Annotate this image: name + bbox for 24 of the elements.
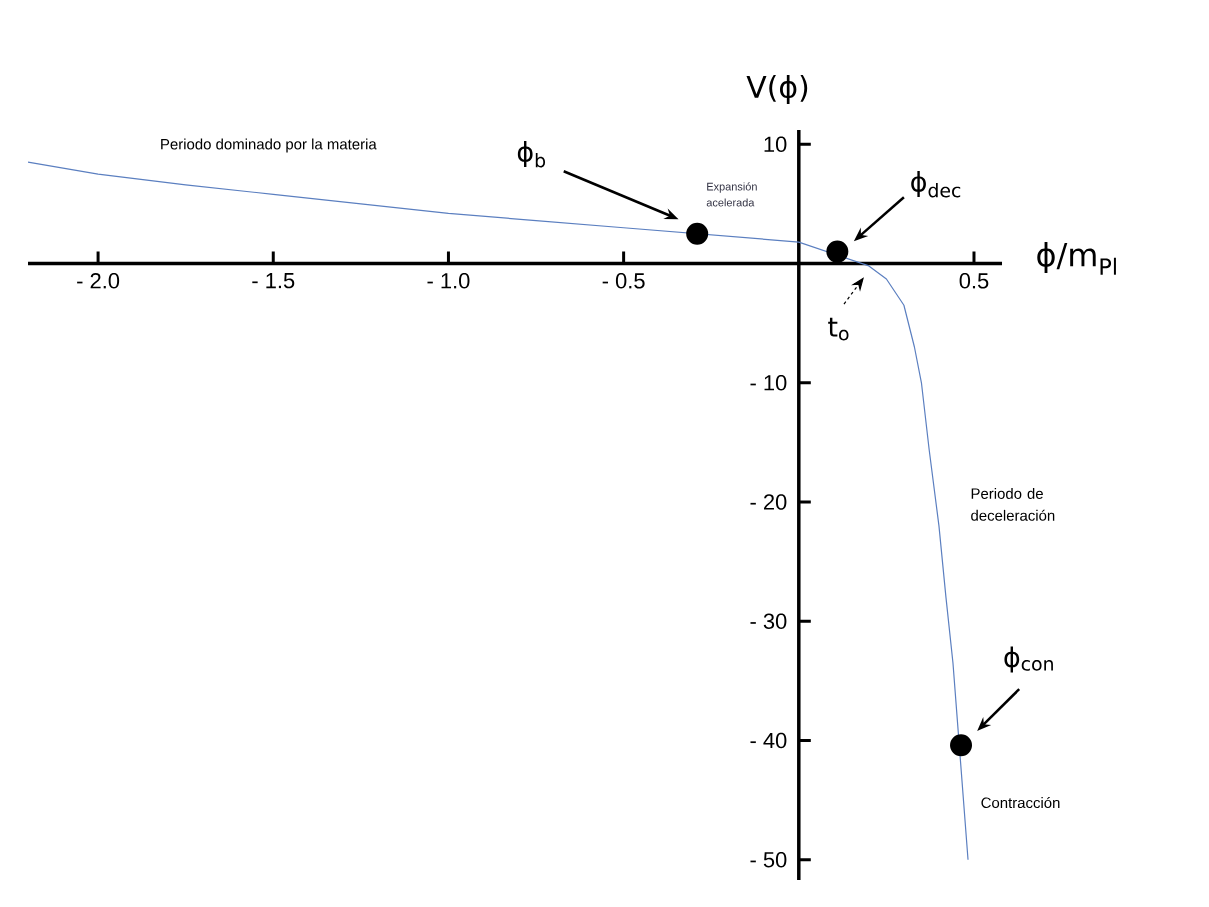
y-tick-label: - 10	[750, 375, 787, 391]
y-axis-title: V(ϕ)	[746, 75, 808, 104]
point	[950, 734, 973, 757]
y-tick-label: - 40	[750, 732, 787, 749]
text: ϕ$_{con}$	[1004, 646, 1053, 673]
annotation: ϕ$_{dec}$	[911, 171, 961, 198]
point	[686, 222, 709, 245]
x-tick-label: - 0.5	[602, 273, 645, 289]
annotation: Periodo de deceleración	[971, 487, 1055, 521]
annotation: t$_{o}$	[828, 317, 849, 341]
x-tick-label: - 1.0	[427, 273, 470, 289]
annotation: Expansión acelerada	[706, 182, 757, 207]
x-tick-label: 0.5	[959, 273, 989, 289]
annotation: Periodo dominado por la materia	[161, 138, 377, 153]
annotation: ϕ$_{b}$	[517, 141, 546, 168]
y-tick-label: - 30	[750, 613, 787, 629]
x-tick-label: - 2.0	[77, 273, 120, 289]
y-tick-label: - 50	[750, 851, 787, 868]
point	[826, 240, 849, 263]
x-tick-label: - 1.5	[252, 273, 295, 289]
annotation: Contracción	[981, 796, 1060, 809]
y-tick-label: - 20	[750, 494, 787, 510]
x-axis-title: ϕ/m$_{Pl}$	[1037, 242, 1116, 275]
y-tick-label: 10	[764, 136, 787, 153]
